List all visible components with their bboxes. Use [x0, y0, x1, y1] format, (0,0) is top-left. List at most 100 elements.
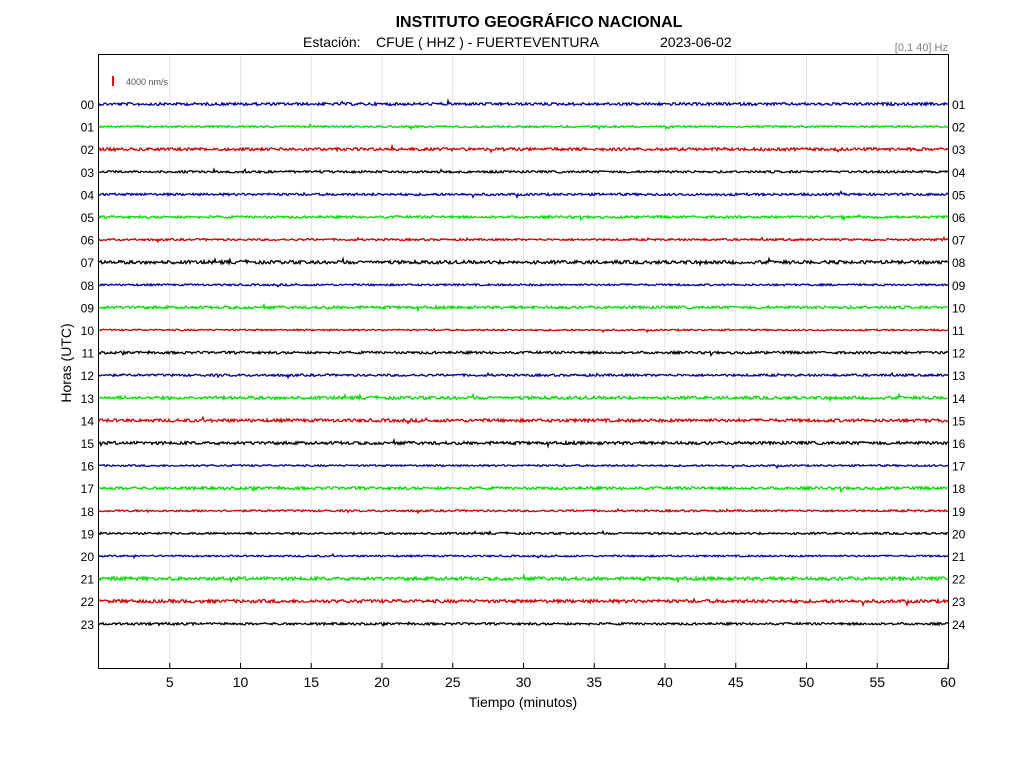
hour-label-left: 14: [81, 414, 95, 428]
trace-hour-15: [98, 437, 949, 449]
hour-label-left: 22: [81, 595, 95, 609]
trace-hour-08: [98, 282, 949, 288]
hour-label-right: 08: [952, 256, 966, 270]
hour-label-left: 17: [81, 482, 95, 496]
trace-hour-06: [98, 235, 949, 244]
trace-hour-04: [98, 190, 949, 199]
hour-label-left: 00: [81, 98, 95, 112]
trace-hour-07: [98, 256, 949, 267]
x-tick-label: 15: [303, 674, 319, 690]
hour-label-right: 11: [952, 324, 965, 338]
trace-hour-05: [98, 213, 949, 222]
record-date: 2023-06-02: [660, 34, 732, 50]
trace-hour-19: [98, 529, 949, 536]
station-label: Estación:: [303, 34, 361, 50]
hour-label-left: 23: [81, 618, 95, 632]
hour-label-right: 18: [952, 482, 966, 496]
hour-label-left: 02: [81, 143, 95, 157]
hour-label-right: 23: [952, 595, 966, 609]
hour-label-right: 20: [952, 527, 966, 541]
hour-label-right: 15: [952, 414, 966, 428]
x-axis-label: Tiempo (minutos): [469, 694, 577, 710]
trace-group: [98, 98, 949, 628]
x-tick-label: 5: [166, 674, 174, 690]
trace-hour-17: [98, 484, 949, 494]
right-hour-labels: 01 02 03 04 05 06 07 08 09 10 11 12 13 14 15 16 17 18 19 20…: [952, 98, 966, 632]
trace-hour-13: [98, 392, 949, 403]
x-tick-label: 10: [233, 674, 249, 690]
hour-label-left: 03: [81, 166, 95, 180]
hour-label-right: 14: [952, 392, 966, 406]
trace-hour-18: [98, 507, 949, 515]
left-hour-labels: 00 01 02 03 04 05 06 07 08 09 10 11 12 13 14 15 16 17 18 19…: [81, 98, 95, 632]
hour-label-right: 12: [952, 347, 966, 361]
x-tick-label: 20: [374, 674, 390, 690]
x-tick-label: 35: [586, 674, 602, 690]
hour-label-left: 01: [81, 121, 95, 135]
hour-label-left: 19: [81, 527, 95, 541]
station-name: CFUE ( HHZ ) - FUERTEVENTURA: [376, 34, 600, 50]
x-tick-label: 45: [728, 674, 744, 690]
hour-label-right: 22: [952, 573, 966, 587]
hour-label-right: 21: [952, 550, 966, 564]
hour-label-left: 10: [81, 324, 95, 338]
trace-hour-23: [98, 620, 949, 628]
scale-bar: [112, 76, 114, 86]
trace-hour-20: [98, 553, 949, 560]
trace-hour-21: [98, 572, 949, 584]
trace-hour-12: [98, 371, 949, 380]
hour-label-left: 07: [81, 256, 95, 270]
trace-hour-22: [98, 597, 949, 608]
hour-label-left: 06: [81, 234, 95, 248]
chart-title: INSTITUTO GEOGRÁFICO NACIONAL: [396, 12, 683, 31]
x-tick-label: 55: [869, 674, 885, 690]
x-tick-label: 40: [657, 674, 673, 690]
hour-label-right: 03: [952, 143, 966, 157]
hour-label-right: 13: [952, 369, 966, 383]
trace-hour-00: [98, 98, 949, 108]
trace-hour-09: [98, 302, 949, 313]
hour-label-right: 19: [952, 505, 966, 519]
x-tick-label: 50: [799, 674, 815, 690]
hour-label-right: 17: [952, 460, 966, 474]
hour-label-left: 18: [81, 505, 95, 519]
scale-label: 4000 nm/s: [126, 77, 169, 87]
hour-label-left: 05: [81, 211, 95, 225]
hour-label-left: 21: [81, 573, 95, 587]
hour-label-right: 16: [952, 437, 966, 451]
hour-label-right: 01: [952, 98, 966, 112]
hour-label-right: 09: [952, 279, 966, 293]
x-tick-label: 25: [445, 674, 461, 690]
hour-label-right: 06: [952, 211, 966, 225]
hour-label-left: 09: [81, 301, 95, 315]
trace-hour-02: [98, 143, 949, 154]
hour-label-right: 02: [952, 121, 966, 135]
trace-hour-03: [98, 167, 949, 175]
hour-label-left: 11: [82, 347, 95, 361]
trace-hour-16: [98, 463, 949, 470]
hour-label-right: 05: [952, 188, 966, 202]
filter-band: [0.1 40] Hz: [895, 42, 948, 54]
trace-hour-11: [98, 349, 949, 358]
hour-label-right: 10: [952, 301, 966, 315]
hour-label-left: 16: [81, 460, 95, 474]
hour-label-left: 12: [81, 369, 95, 383]
y-axis-label: Horas (UTC): [58, 323, 74, 402]
hour-label-left: 15: [81, 437, 95, 451]
hour-label-left: 04: [81, 188, 95, 202]
x-tick-label: 30: [516, 674, 532, 690]
hour-label-left: 08: [81, 279, 95, 293]
vertical-gridlines: [169, 55, 878, 668]
trace-hour-14: [98, 415, 949, 426]
hour-label-right: 07: [952, 234, 966, 248]
trace-hour-10: [98, 327, 949, 334]
hour-label-right: 04: [952, 166, 966, 180]
hour-label-right: 24: [952, 618, 966, 632]
hour-label-left: 20: [81, 550, 95, 564]
x-tick-label: 60: [940, 674, 956, 690]
x-axis-ticks: 5 10 15 20 25 30 35 40 45 50 55 60: [166, 663, 956, 690]
trace-hour-01: [98, 123, 949, 131]
hour-label-left: 13: [81, 392, 95, 406]
